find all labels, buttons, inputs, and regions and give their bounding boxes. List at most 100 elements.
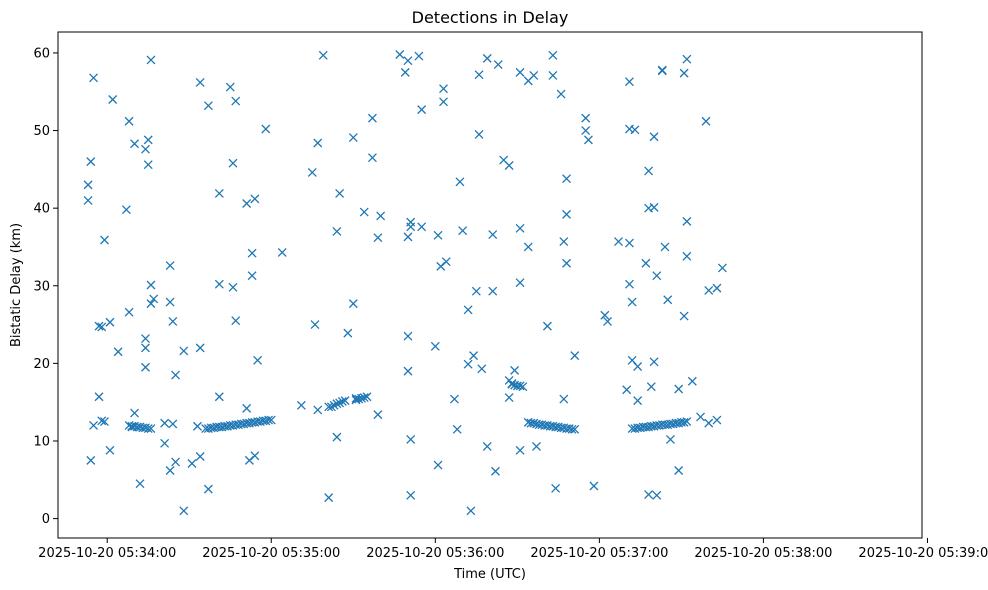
data-point-marker bbox=[231, 96, 241, 106]
data-point-marker bbox=[679, 68, 689, 78]
data-point-marker bbox=[551, 483, 561, 493]
data-point-marker bbox=[463, 359, 473, 369]
data-point-marker bbox=[94, 321, 104, 331]
data-point-marker bbox=[455, 177, 465, 187]
data-point-marker bbox=[332, 432, 342, 442]
data-point-marker bbox=[214, 279, 224, 289]
data-point-marker bbox=[704, 285, 714, 295]
data-point-marker bbox=[515, 278, 525, 288]
data-point-marker bbox=[141, 343, 150, 353]
data-point-marker bbox=[165, 261, 175, 271]
data-point-marker bbox=[351, 395, 361, 405]
data-point-marker bbox=[439, 84, 448, 94]
data-point-marker bbox=[247, 271, 257, 281]
data-point-marker bbox=[482, 441, 492, 451]
data-point-marker bbox=[633, 362, 643, 371]
data-point-marker bbox=[146, 299, 156, 309]
data-point-marker bbox=[471, 286, 481, 296]
data-point-marker bbox=[143, 160, 153, 170]
y-tick-label: 10 bbox=[33, 434, 50, 449]
data-point-marker bbox=[149, 294, 159, 304]
data-point-marker bbox=[641, 258, 651, 268]
data-point-marker bbox=[430, 341, 440, 351]
data-point-marker bbox=[682, 216, 692, 226]
y-tick-label: 20 bbox=[33, 357, 50, 372]
data-point-marker bbox=[296, 400, 306, 410]
data-point-marker bbox=[195, 343, 205, 353]
data-point-marker bbox=[600, 310, 610, 320]
data-point-marker bbox=[559, 394, 569, 404]
x-tick-label: 2025-10-20 05:38:00 bbox=[694, 546, 832, 561]
data-point-marker bbox=[474, 70, 484, 80]
x-tick-label: 2025-10-20 05:37:00 bbox=[530, 546, 668, 561]
data-point-marker bbox=[515, 445, 525, 455]
data-point-marker bbox=[583, 135, 593, 145]
data-point-marker bbox=[105, 445, 115, 455]
data-point-marker bbox=[171, 370, 181, 380]
data-point-marker bbox=[515, 381, 525, 391]
data-point-marker bbox=[168, 419, 178, 429]
data-point-marker bbox=[403, 331, 413, 341]
data-point-marker bbox=[94, 392, 104, 402]
data-point-marker bbox=[203, 484, 213, 494]
plot-area-frame bbox=[57, 31, 923, 539]
data-point-marker bbox=[373, 233, 383, 243]
y-tick-label: 40 bbox=[33, 202, 50, 217]
data-point-marker bbox=[406, 434, 416, 444]
data-point-marker bbox=[562, 258, 572, 268]
data-point-marker bbox=[712, 283, 722, 293]
data-point-marker bbox=[357, 393, 366, 403]
data-point-marker bbox=[86, 157, 96, 167]
data-point-marker bbox=[474, 129, 484, 139]
data-point-marker bbox=[414, 51, 424, 61]
data-point-marker bbox=[687, 376, 697, 386]
data-point-marker bbox=[362, 392, 372, 402]
data-point-marker bbox=[324, 402, 334, 412]
data-point-marker bbox=[504, 393, 514, 402]
data-point-marker bbox=[417, 222, 427, 232]
data-point-marker bbox=[704, 418, 714, 428]
data-point-marker bbox=[696, 412, 705, 422]
data-point-marker bbox=[135, 479, 145, 489]
data-point-marker bbox=[630, 125, 640, 135]
x-tick-label: 2025-10-20 05:36:00 bbox=[366, 546, 504, 561]
data-point-marker bbox=[83, 195, 93, 205]
data-point-marker bbox=[187, 459, 197, 468]
data-point-marker bbox=[337, 396, 347, 406]
data-point-marker bbox=[348, 299, 358, 309]
data-point-marker bbox=[203, 101, 213, 111]
data-point-marker bbox=[214, 392, 224, 402]
data-point-marker bbox=[113, 347, 123, 357]
data-point-marker bbox=[665, 434, 675, 444]
data-point-marker bbox=[548, 50, 558, 60]
x-axis-ticks: 2025-10-20 05:34:00 2025-10-20 05:35:00 20… bbox=[38, 538, 988, 561]
data-point-marker bbox=[253, 355, 263, 365]
data-point-marker bbox=[165, 466, 175, 475]
data-point-marker bbox=[242, 199, 252, 208]
data-point-marker bbox=[679, 311, 689, 321]
data-point-marker bbox=[679, 417, 689, 427]
data-point-marker bbox=[649, 357, 659, 367]
data-point-marker bbox=[348, 133, 358, 143]
data-point-marker bbox=[507, 379, 517, 389]
data-point-marker bbox=[335, 398, 345, 408]
y-tick-label: 30 bbox=[33, 279, 50, 294]
data-point-marker bbox=[504, 161, 514, 170]
data-point-marker bbox=[403, 366, 413, 376]
data-point-marker bbox=[326, 402, 336, 412]
data-point-marker bbox=[146, 424, 156, 434]
data-point-marker bbox=[614, 237, 623, 246]
data-point-marker bbox=[463, 305, 473, 315]
data-point-marker bbox=[231, 316, 241, 326]
data-point-marker bbox=[340, 396, 350, 406]
data-point-marker bbox=[682, 54, 692, 64]
data-point-marker bbox=[529, 418, 539, 428]
data-point-marker bbox=[367, 113, 377, 123]
data-point-marker bbox=[652, 490, 662, 500]
data-point-marker bbox=[562, 174, 572, 184]
data-point-marker bbox=[403, 232, 413, 242]
data-point-marker bbox=[108, 95, 118, 104]
data-point-marker bbox=[663, 295, 673, 305]
data-point-marker bbox=[488, 286, 498, 296]
data-point-marker bbox=[717, 263, 727, 273]
